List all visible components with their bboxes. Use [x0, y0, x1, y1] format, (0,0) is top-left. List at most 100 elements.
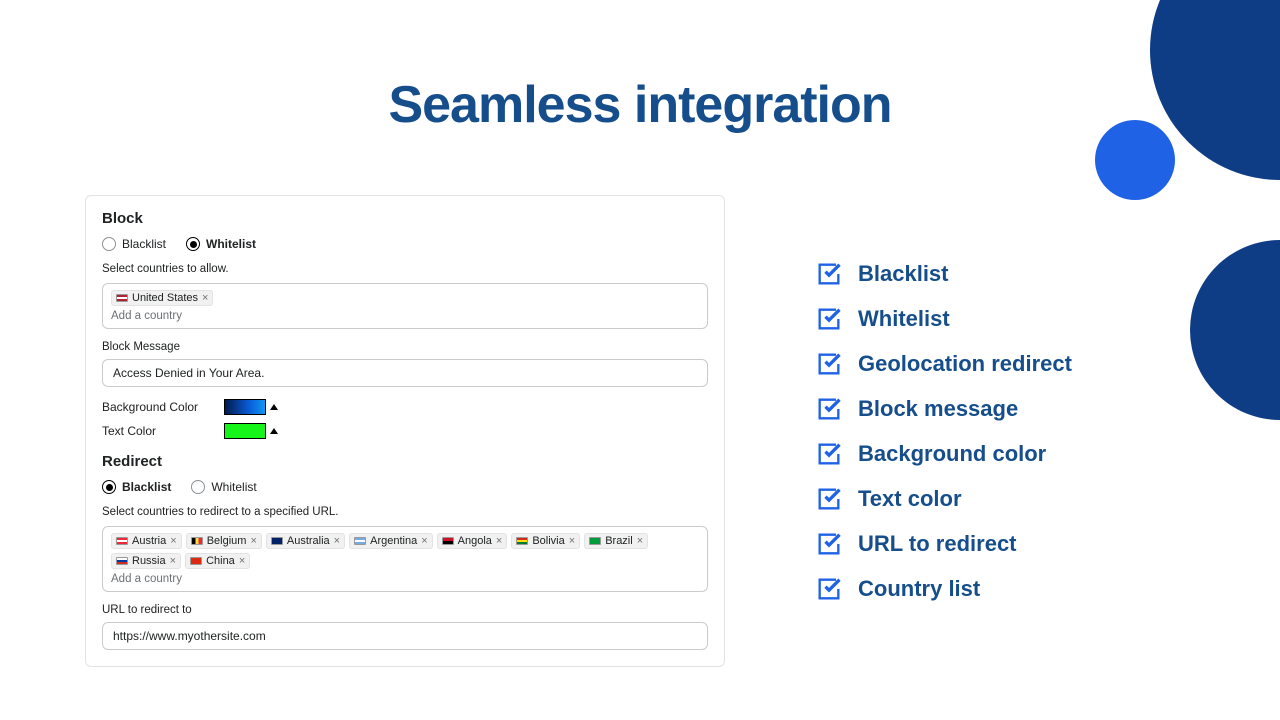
- radio-label: Whitelist: [206, 237, 256, 251]
- feature-item: Background color: [815, 440, 1072, 468]
- settings-panel: Block Blacklist Whitelist Select countri…: [85, 195, 725, 667]
- checkbox-checked-icon: [815, 260, 843, 288]
- flag-icon: [116, 294, 128, 302]
- block-whitelist-option[interactable]: Whitelist: [186, 237, 256, 251]
- country-name: Australia: [287, 535, 330, 547]
- redirect-country-input[interactable]: Austria×Belgium×Australia×Argentina×Ango…: [102, 526, 708, 592]
- remove-tag-icon[interactable]: ×: [170, 535, 176, 547]
- redirect-heading: Redirect: [102, 453, 708, 470]
- block-heading: Block: [102, 210, 708, 227]
- remove-tag-icon[interactable]: ×: [496, 535, 502, 547]
- flag-icon: [589, 537, 601, 545]
- feature-label: Blacklist: [858, 261, 949, 287]
- radio-label: Blacklist: [122, 480, 171, 494]
- bg-color-label: Background Color: [102, 400, 212, 414]
- flag-icon: [190, 557, 202, 565]
- feature-item: Block message: [815, 395, 1072, 423]
- flag-icon: [271, 537, 283, 545]
- checkbox-checked-icon: [815, 305, 843, 333]
- country-tag: Argentina ×: [349, 533, 433, 549]
- feature-item: Geolocation redirect: [815, 350, 1072, 378]
- country-name: Angola: [458, 535, 492, 547]
- allow-country-input[interactable]: United States × Add a country: [102, 283, 708, 329]
- radio-label: Whitelist: [211, 480, 256, 494]
- feature-item: Text color: [815, 485, 1072, 513]
- remove-tag-icon[interactable]: ×: [569, 535, 575, 547]
- redirect-countries-label: Select countries to redirect to a specif…: [102, 506, 708, 518]
- redirect-url-label: URL to redirect to: [102, 604, 708, 616]
- country-tag: Belgium×: [186, 533, 262, 549]
- remove-tag-icon[interactable]: ×: [239, 555, 245, 567]
- checkbox-checked-icon: [815, 485, 843, 513]
- flag-icon: [354, 537, 366, 545]
- country-name: United States: [132, 292, 198, 304]
- remove-tag-icon[interactable]: ×: [202, 292, 208, 304]
- country-tag: Bolivia ×: [511, 533, 580, 549]
- feature-label: Block message: [858, 396, 1018, 422]
- remove-tag-icon[interactable]: ×: [250, 535, 256, 547]
- page-title: Seamless integration: [0, 75, 1280, 135]
- text-color-picker[interactable]: [224, 423, 278, 439]
- remove-tag-icon[interactable]: ×: [637, 535, 643, 547]
- country-name: Argentina: [370, 535, 417, 547]
- block-mode-radio-group: Blacklist Whitelist: [102, 237, 708, 251]
- country-tag: Russia ×: [111, 553, 181, 569]
- radio-icon: [102, 480, 116, 494]
- feature-list: Blacklist Whitelist Geolocation redirect Bl…: [815, 260, 1072, 603]
- feature-label: Background color: [858, 441, 1046, 467]
- radio-icon: [102, 237, 116, 251]
- allow-countries-label: Select countries to allow.: [102, 263, 708, 275]
- feature-label: Geolocation redirect: [858, 351, 1072, 377]
- checkbox-checked-icon: [815, 395, 843, 423]
- bg-color-picker[interactable]: [224, 399, 278, 415]
- country-tag: United States ×: [111, 290, 213, 306]
- color-swatch-icon: [224, 423, 266, 439]
- feature-label: Whitelist: [858, 306, 950, 332]
- country-name: Austria: [132, 535, 166, 547]
- remove-tag-icon[interactable]: ×: [334, 535, 340, 547]
- radio-label: Blacklist: [122, 237, 166, 251]
- flag-icon: [116, 537, 128, 545]
- feature-label: Text color: [858, 486, 962, 512]
- add-country-placeholder: Add a country: [111, 310, 699, 322]
- add-country-placeholder: Add a country: [111, 573, 699, 585]
- caret-up-icon: [270, 428, 278, 434]
- remove-tag-icon[interactable]: ×: [421, 535, 427, 547]
- country-tag: Angola ×: [437, 533, 508, 549]
- flag-icon: [191, 537, 203, 545]
- text-color-label: Text Color: [102, 424, 212, 438]
- country-name: Bolivia: [532, 535, 564, 547]
- checkbox-checked-icon: [815, 350, 843, 378]
- redirect-whitelist-option[interactable]: Whitelist: [191, 480, 256, 494]
- feature-item: URL to redirect: [815, 530, 1072, 558]
- redirect-url-input[interactable]: https://www.myothersite.com: [102, 622, 708, 650]
- country-tag: Brazil ×: [584, 533, 648, 549]
- caret-up-icon: [270, 404, 278, 410]
- country-tag: China ×: [185, 553, 250, 569]
- country-name: Brazil: [605, 535, 633, 547]
- checkbox-checked-icon: [815, 575, 843, 603]
- radio-icon: [186, 237, 200, 251]
- feature-item: Whitelist: [815, 305, 1072, 333]
- country-name: Belgium: [207, 535, 247, 547]
- feature-item: Blacklist: [815, 260, 1072, 288]
- flag-icon: [516, 537, 528, 545]
- checkbox-checked-icon: [815, 530, 843, 558]
- radio-icon: [191, 480, 205, 494]
- decor-circle-right: [1190, 240, 1280, 420]
- feature-label: URL to redirect: [858, 531, 1017, 557]
- block-blacklist-option[interactable]: Blacklist: [102, 237, 166, 251]
- country-tag: Austria ×: [111, 533, 182, 549]
- block-message-input[interactable]: Access Denied in Your Area.: [102, 359, 708, 387]
- color-swatch-icon: [224, 399, 266, 415]
- country-name: Russia: [132, 555, 166, 567]
- country-tag: Australia ×: [266, 533, 345, 549]
- country-name: China: [206, 555, 235, 567]
- flag-icon: [116, 557, 128, 565]
- checkbox-checked-icon: [815, 440, 843, 468]
- remove-tag-icon[interactable]: ×: [170, 555, 176, 567]
- redirect-blacklist-option[interactable]: Blacklist: [102, 480, 171, 494]
- block-message-label: Block Message: [102, 341, 708, 353]
- flag-icon: [442, 537, 454, 545]
- feature-item: Country list: [815, 575, 1072, 603]
